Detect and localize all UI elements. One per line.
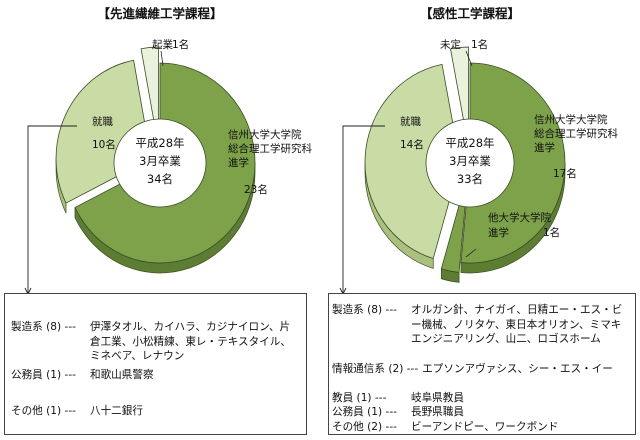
breakdown-employers: ビーアンドピー、ワークボンド (411, 421, 559, 433)
breakdown-category: 製造系 (8) --- (11, 321, 76, 333)
breakdown-category: その他 (2) --- (332, 421, 397, 433)
slice-value-grad: 23名 (244, 183, 268, 196)
breakdown-row: その他 (2) --- ビーアンドピー、ワークボンド (332, 420, 629, 435)
chart-title: 【先進繊維工学課程】 (97, 6, 222, 21)
employment-breakdown-kansei-engineering: 製造系 (8) --- オルガン針、ナイガイ、日精エー・エス・ビー機械、ノリタケ、… (328, 293, 636, 435)
breakdown-row: 情報通信系 (2) --- エプソンアヴァシス、シー・エス・イー (332, 362, 629, 377)
breakdown-employers: 長野県職員 (411, 406, 464, 418)
leader-left-jobs (27, 125, 77, 294)
slice-label-grad: 進学 (228, 156, 249, 169)
slice-value-other: 1名 (543, 226, 560, 239)
slice-value-startup: 1名 (172, 38, 189, 51)
label-leader (465, 50, 473, 67)
donut-hole (425, 118, 515, 208)
breakdown-row: 公務員 (1) --- 長野県職員 (332, 405, 629, 420)
breakdown-category: 公務員 (1) --- (332, 406, 397, 418)
label-leader (160, 50, 164, 67)
slice-label-other: 進学 (488, 226, 509, 239)
breakdown-row: 製造系 (8) --- 伊澤タオル、カイハラ、カジナイロン、片倉工業、小松精練、東… (11, 320, 300, 364)
slice-label-grad: 総合理工学研究科 (534, 127, 618, 140)
donut-hole (113, 118, 207, 208)
label-leader (465, 248, 477, 258)
leader-right-jobs (342, 125, 385, 294)
slice-label-grad: 総合理工学研究科 (228, 142, 312, 155)
slice-label-grad: 進学 (534, 141, 555, 154)
breakdown-employers: 伊澤タオル、カイハラ、カジナイロン、片倉工業、小松精練、東レ・テキスタイル、ミネ… (90, 321, 291, 362)
slice-value-job: 14名 (400, 138, 424, 151)
slice-label-grad: 信州大学大学院 (228, 128, 302, 141)
breakdown-row: 製造系 (8) --- オルガン針、ナイガイ、日精エー・エス・ビー機械、ノリタケ、… (332, 303, 629, 347)
breakdown-row: その他 (1) --- 八十二銀行 (11, 404, 300, 419)
breakdown-category: 情報通信系 (2) --- (332, 363, 419, 375)
breakdown-employers: 岐阜県教員 (411, 392, 464, 404)
slice-job (364, 63, 461, 259)
breakdown-employers: 八十二銀行 (90, 405, 143, 417)
center-label: 3月卒業 (139, 154, 181, 168)
center-label: 平成28年 (445, 136, 494, 150)
breakdown-row: 教員 (1) --- 岐阜県教員 (332, 391, 629, 406)
center-label: 3月卒業 (449, 154, 491, 168)
center-label: 34名 (147, 172, 173, 186)
slice-value-grad: 17名 (553, 167, 577, 180)
center-label: 平成28年 (135, 136, 184, 150)
breakdown-row: 公務員 (1) --- 和歌山県警察 (11, 368, 300, 383)
breakdown-employers: 和歌山県警察 (90, 369, 154, 381)
slice-value-job: 10名 (92, 138, 116, 151)
slice-label-job: 就職 (400, 115, 421, 128)
breakdown-category: 公務員 (1) --- (11, 369, 76, 381)
chart-title: 【感性工学課程】 (420, 6, 520, 21)
breakdown-category: 教員 (1) --- (332, 392, 387, 404)
employment-breakdown-advanced-textile: 製造系 (8) --- 伊澤タオル、カイハラ、カジナイロン、片倉工業、小松精練、東… (4, 293, 307, 435)
center-label: 33名 (457, 172, 483, 186)
breakdown-employers: オルガン針、ナイガイ、日精エー・エス・ビー機械、ノリタケ、東日本オリオン、ミマキ… (411, 304, 623, 345)
slice-label-other: 他大学大学院 (488, 211, 551, 224)
slice-label-undecided: 未定 (440, 38, 461, 51)
slice-label-startup: 起業 (152, 38, 173, 51)
breakdown-employers: エプソンアヴァシス、シー・エス・イー (422, 363, 613, 375)
slice-label-grad: 信州大学大学院 (534, 113, 608, 126)
chart-kansei-engineering: 【感性工学課程】平成28年3月卒業33名信州大学大学院総合理工学研究科進学17名… (364, 6, 618, 283)
breakdown-category: その他 (1) --- (11, 405, 76, 417)
slice-label-job: 就職 (92, 115, 113, 128)
slice-value-undecided: 1名 (471, 38, 488, 51)
breakdown-category: 製造系 (8) --- (332, 304, 397, 316)
